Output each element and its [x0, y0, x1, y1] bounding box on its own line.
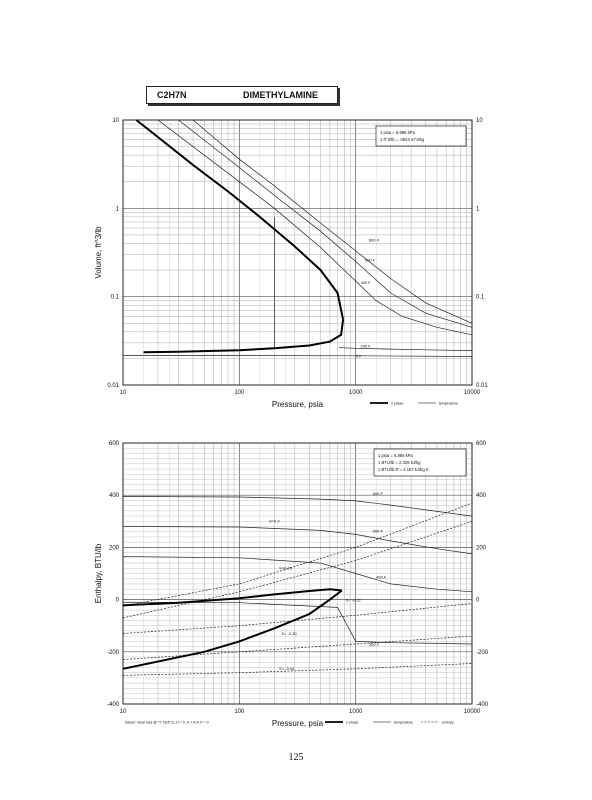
legend-label: temperature — [439, 401, 458, 405]
x-axis-label: Pressure, psia — [272, 400, 324, 409]
conversion-note: 1 psia = 6.895 kPa — [378, 453, 413, 458]
series-line — [122, 502, 473, 607]
x-tick-label: 1000 — [349, 390, 363, 396]
saturation-vapor-line — [135, 119, 345, 320]
y-tick-label-right: 0 — [476, 598, 480, 604]
series-label: 200 F — [369, 642, 380, 647]
chemical-formula: C2H7N — [157, 90, 187, 100]
y-tick-label: -200 — [107, 650, 120, 656]
y-tick-label-right: -200 — [476, 650, 489, 656]
x-tick-label: 100 — [234, 709, 245, 715]
series-line — [122, 526, 473, 555]
datum-footnote: Datum: Ideal Gas @ 77 F(25 C), H = 0, S … — [125, 720, 209, 724]
plot-frame — [122, 442, 473, 705]
chart-title-box: C2H7N DIMETHYLAMINE — [146, 86, 338, 104]
series-label: 400 F — [360, 280, 371, 285]
y-tick-label: 400 — [109, 493, 120, 499]
series-line — [123, 355, 473, 357]
series-line — [122, 520, 473, 619]
legend-label: temperature — [394, 720, 413, 724]
y-tick-label: 600 — [109, 441, 120, 447]
conversion-note: 1 BTU/lb = 2.326 kJ/kg — [378, 460, 421, 465]
series-label: 0 F — [356, 353, 362, 358]
x-tick-label: 10 — [120, 390, 127, 396]
y-tick-label: 1 — [116, 206, 120, 212]
y-tick-label: 10 — [112, 118, 119, 124]
series-line — [122, 556, 473, 593]
series-label: 600 F — [373, 491, 384, 496]
y-tick-label-right: 400 — [476, 493, 487, 499]
legend-label: 2 phase — [391, 401, 404, 405]
series-line — [122, 635, 473, 660]
series-label: 200 F — [360, 344, 371, 349]
series-label: S= -0.12 — [346, 598, 362, 603]
y-tick-label: 0 — [116, 598, 120, 604]
x-tick-label: 100 — [234, 390, 245, 396]
page-number: 125 — [288, 752, 304, 763]
y-tick-label-right: -400 — [476, 702, 489, 708]
series-line — [157, 119, 473, 336]
chart-1: 10 100 1000 100000.010.11100.010.1110Pressu… — [94, 118, 488, 409]
series-label: S=0.25 — [279, 566, 293, 571]
series-label: S= -0.30 — [281, 631, 297, 636]
series-line — [122, 496, 473, 517]
legend-label: entropy — [442, 720, 454, 724]
legend-label: 2 phase — [346, 720, 359, 724]
conversion-note: 1 psia = 6.895 kPa — [380, 130, 415, 135]
y-tick-label-right: 200 — [476, 545, 487, 551]
series-line — [178, 119, 473, 328]
y-tick-label: 0.01 — [107, 383, 119, 389]
y-tick-label-right: 0.1 — [476, 295, 485, 301]
series-label: 600 F — [369, 238, 380, 243]
x-tick-label: 10 — [120, 709, 127, 715]
saturation-liquid-line — [143, 319, 345, 354]
plot-frame — [122, 119, 473, 386]
series-label: S=0.2 — [269, 519, 280, 524]
x-axis-label: Pressure, psia — [272, 719, 324, 728]
y-tick-label-right: 10 — [476, 118, 483, 124]
y-tick-label-right: 600 — [476, 441, 487, 447]
conversion-note: 1 BTU/lb R = 4.187 kJ/kg K — [378, 467, 429, 472]
series-label: 400 F — [376, 575, 387, 580]
conversion-notes-box — [375, 125, 467, 147]
y-tick-label: 200 — [109, 545, 120, 551]
series-label: 500 F — [365, 258, 376, 263]
y-axis-label: Enthalpy, BTU/lb — [94, 543, 103, 603]
series-label: S= -0.54 — [279, 666, 295, 671]
y-tick-label-right: 1 — [476, 206, 480, 212]
chemical-name: DIMETHYLAMINE — [243, 90, 318, 100]
conversion-notes-box — [373, 448, 467, 477]
y-tick-label: 0.1 — [111, 295, 120, 301]
x-tick-label: 10000 — [464, 390, 481, 396]
saturation-vapor-line — [122, 588, 342, 607]
y-axis-label: Volume, ft^3/lb — [94, 226, 103, 279]
series-line — [122, 663, 473, 676]
chart-2: 10 100 1000 10000-400-2000200400600-400-200… — [94, 441, 489, 728]
x-tick-label: 1000 — [349, 709, 363, 715]
saturation-liquid-line — [122, 589, 343, 670]
x-tick-label: 10000 — [464, 709, 481, 715]
y-tick-label: -400 — [107, 702, 120, 708]
series-line — [122, 603, 473, 634]
series-line — [122, 601, 473, 645]
series-line — [339, 347, 473, 351]
y-tick-label-right: 0.01 — [476, 383, 488, 389]
conversion-note: 1 ft^3/lb = .0624 m^3/kg — [380, 137, 425, 142]
series-line — [192, 119, 473, 324]
series-label: 500 F — [373, 528, 384, 533]
